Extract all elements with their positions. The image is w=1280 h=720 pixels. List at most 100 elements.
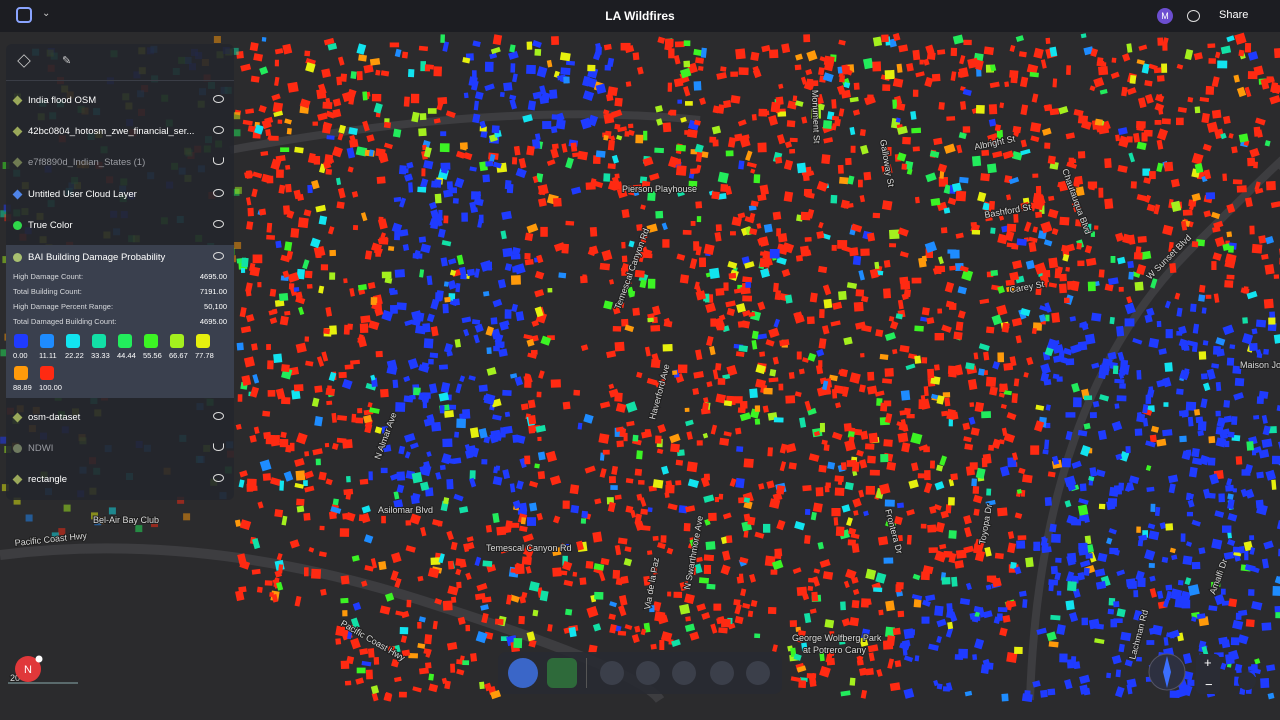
building (1187, 584, 1200, 596)
layer-row[interactable]: True Color (6, 216, 234, 236)
logo[interactable] (16, 7, 32, 23)
building (293, 384, 304, 392)
layers-tab[interactable] (17, 54, 31, 68)
notification-avatar[interactable] (15, 656, 41, 682)
building (937, 308, 943, 314)
building (315, 458, 321, 466)
building (1170, 588, 1183, 601)
building (1138, 44, 1148, 51)
building (1191, 457, 1203, 466)
tool-3d[interactable] (508, 658, 538, 688)
tool-upload[interactable] (672, 661, 696, 685)
layer-row[interactable]: NDWI (6, 439, 234, 459)
zoom-in[interactable]: + (1204, 655, 1212, 670)
building (231, 47, 239, 55)
building (1154, 120, 1162, 125)
layer-row[interactable]: Untitled User Cloud Layer (6, 185, 234, 205)
building (1066, 514, 1078, 526)
user-avatar[interactable]: M (1157, 8, 1173, 24)
building (769, 498, 781, 509)
help-button[interactable] (1238, 672, 1256, 690)
building (667, 591, 672, 597)
building (298, 306, 305, 316)
building (971, 616, 979, 623)
tool-search[interactable] (746, 661, 770, 685)
building (1119, 383, 1126, 389)
visibility-toggle[interactable] (213, 157, 224, 165)
building (818, 338, 827, 349)
building (1174, 292, 1181, 300)
building (1207, 43, 1216, 49)
visibility-toggle[interactable] (213, 220, 224, 228)
building (779, 443, 788, 454)
visibility-toggle[interactable] (213, 189, 224, 197)
layer-row[interactable]: e7f8890d_Indian_States (1) (6, 153, 234, 173)
building (249, 386, 260, 398)
visibility-toggle[interactable] (213, 252, 224, 260)
layer-row[interactable]: BAI Building Damage Probability (6, 248, 234, 268)
building (955, 321, 964, 331)
building (420, 178, 429, 188)
building (811, 591, 819, 602)
building (1106, 500, 1116, 511)
building (823, 444, 830, 451)
building (435, 471, 442, 480)
tool-settings[interactable] (710, 661, 734, 685)
share-button[interactable]: Share (1219, 9, 1249, 21)
building (1131, 271, 1141, 278)
building (706, 381, 713, 388)
layer-row[interactable]: 42bc0804_hotosm_zwe_financial_ser... (6, 122, 234, 142)
style-tab[interactable]: ✎ (62, 55, 72, 67)
building (320, 264, 329, 271)
building (233, 112, 241, 120)
building (1044, 439, 1050, 450)
building (772, 492, 783, 502)
tool-map[interactable] (600, 661, 624, 685)
building (469, 166, 477, 172)
building (1249, 225, 1255, 235)
building (455, 558, 466, 567)
building (950, 473, 959, 481)
building (903, 289, 912, 298)
building (1001, 693, 1009, 702)
building (830, 194, 838, 204)
building (278, 292, 289, 302)
layer-row[interactable]: rectangle (6, 470, 234, 490)
layer-row[interactable]: India flood OSM (6, 91, 234, 111)
building (1256, 353, 1263, 359)
building (1251, 600, 1263, 611)
zoom-out[interactable]: − (1205, 677, 1213, 692)
visibility-toggle[interactable] (213, 412, 224, 420)
tool-measure[interactable] (636, 661, 660, 685)
building (245, 288, 252, 297)
building (1232, 488, 1237, 493)
building (742, 276, 753, 283)
building (695, 57, 705, 64)
visibility-toggle[interactable] (213, 443, 224, 451)
building (493, 345, 500, 352)
tool-draw[interactable] (547, 658, 577, 688)
building (380, 388, 389, 398)
building (842, 386, 850, 398)
building (906, 168, 913, 175)
building (621, 241, 626, 249)
building (1094, 568, 1106, 577)
building (901, 639, 911, 648)
layer-row[interactable]: osm-dataset (6, 408, 234, 428)
building (994, 552, 1004, 560)
building (889, 320, 899, 330)
building (906, 509, 915, 516)
comment-icon[interactable] (1187, 10, 1200, 22)
building (910, 432, 923, 445)
building (744, 261, 755, 269)
visibility-toggle[interactable] (213, 126, 224, 134)
menu-caret[interactable]: ⌄ (42, 8, 51, 19)
building (1238, 133, 1249, 143)
visibility-toggle[interactable] (213, 474, 224, 482)
building (515, 311, 525, 322)
building (708, 512, 717, 521)
building (1240, 287, 1250, 295)
building (1093, 77, 1105, 88)
visibility-toggle[interactable] (213, 95, 224, 103)
building (665, 480, 673, 487)
